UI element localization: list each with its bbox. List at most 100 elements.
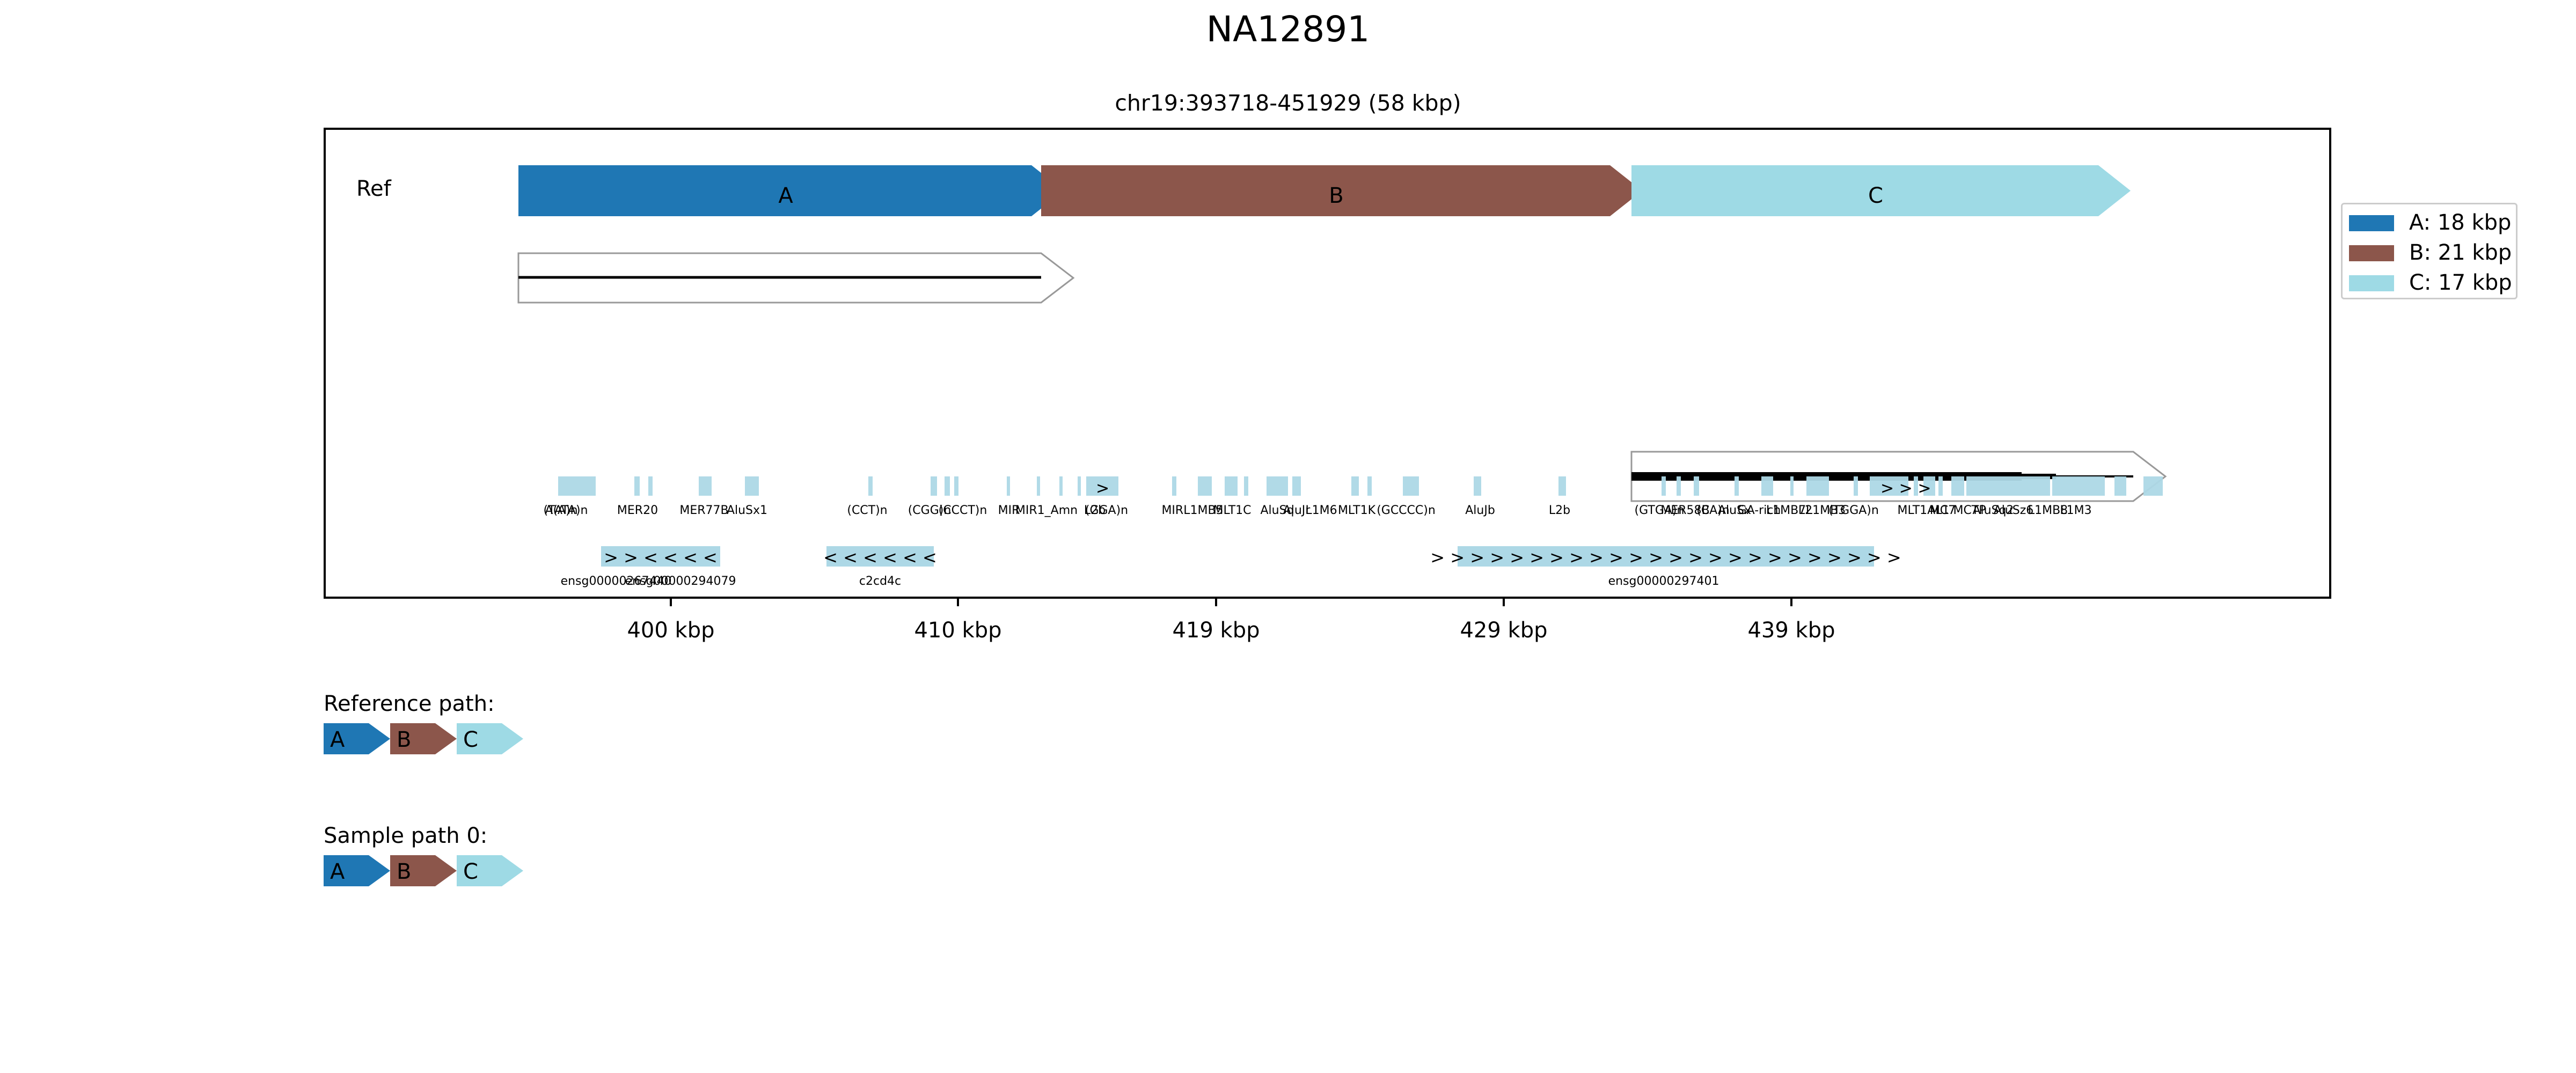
repeat-block-39 [2020,476,2050,496]
repeat-block-7 [945,476,950,496]
repeat-block-14 [1172,476,1176,496]
repeat-label-22: MER58B [1660,504,1709,517]
repeat-label-16: L1M6 [1305,504,1337,517]
plot-title: NA12891 [1206,9,1370,50]
repeat-label-1: (TATA)n [544,504,588,517]
repeat-block-2 [648,476,653,496]
plot-frame [324,128,2331,599]
repeat-label-9: MIR1_Amn [1015,504,1078,517]
x-tick-label-1: 410 kbp [914,618,1002,643]
repeat-label-36: L1M3 [2060,504,2091,517]
repeat-block-36 [1938,476,1943,496]
path0-segment-a [324,723,390,754]
segment-label-b: B [1329,183,1343,208]
repeat-block-19 [1292,476,1301,496]
repeat-block-38 [1966,476,2020,496]
repeat-block-21 [1367,476,1372,496]
repeat-block-28 [1735,476,1739,496]
repeat-label-31: MC7 [1930,504,1956,517]
repeat-block-3 [699,476,712,496]
segment-label-c: C [1868,183,1883,208]
repeat-label-27: L2 [1798,504,1812,517]
repeat-label-19: AluJb [1465,504,1495,517]
repeat-label-29: (TGGA)n [1828,504,1879,517]
repeat-block-25 [1662,476,1666,496]
repeat-block-30 [1790,476,1794,496]
path1-segment-label-a: A [330,859,345,884]
path0-segment-label-a: A [330,727,345,752]
repeat-label-20: L2b [1549,504,1570,517]
repeat-label-0: A(A)n [545,504,577,517]
repeat-label-18: (GCCCC)n [1377,504,1436,517]
repeat-strand-arrow: > [1096,479,1109,498]
x-tick-label-4: 439 kbp [1747,618,1835,643]
segment-arrow-b [1041,165,1642,216]
repeat-label-2: MER20 [617,504,658,517]
gene-label-3: ensg00000297401 [1608,575,1719,588]
repeat-block-10 [1037,476,1040,496]
repeat-block-41 [2114,476,2126,496]
region-subtitle: chr19:393718-451929 (58 kbp) [1115,90,1461,116]
legend-item-b: B: 21 kbp [2349,240,2512,265]
gene-box-2 [826,546,934,567]
repeat-label-13: MLT1C [1213,504,1251,517]
repeat-label-17: MLT1K [1338,504,1376,517]
repeat-block-16 [1225,476,1238,496]
legend-item-a: A: 18 kbp [2349,210,2512,235]
path0-segment-c [457,723,523,754]
legend-swatch-b [2349,245,2394,261]
repeat-block-40 [2052,476,2105,496]
repeat-block-4 [745,476,759,496]
repeat-label-21: (GTGA)n [1635,504,1685,517]
legend-label-a: A: 18 kbp [2409,210,2512,235]
segment-arrow-a [518,165,1064,216]
repeat-block-20 [1351,476,1359,496]
repeat-block-42 [2143,476,2163,496]
gene-strand-0: > > < < < < [604,547,718,568]
x-tick-label-0: 400 kbp [627,618,715,643]
repeat-label-28: L1MB3 [1806,504,1846,517]
gene-box-3 [1458,546,1874,567]
gene-label-1: ensg00000294079 [625,575,736,588]
path1-segment-c [457,855,523,886]
repeat-label-8: MIR [998,504,1020,517]
legend-label-b: B: 21 kbp [2409,240,2512,265]
legend-swatch-a [2349,215,2394,231]
repeat-block-35 [1923,476,1935,496]
legend-label-c: C: 17 kbp [2409,270,2512,295]
x-tick-label-2: 419 kbp [1172,618,1260,643]
repeat-label-15: AluJr [1283,504,1311,517]
repeat-label-3: MER77B [679,504,728,517]
repeat-label-12: MIRL1MB5 [1161,504,1223,517]
repeat-block-22 [1403,476,1419,496]
gene-strand-3: > > > > > > > > > > > > > > > > > > > > … [1430,547,1901,568]
repeat-block-1 [634,476,640,496]
reference-path-label: Reference path: [324,692,495,716]
path0-segment-b [390,723,457,754]
path1-segment-b [390,855,457,886]
repeat-label-25: GA-rich [1738,504,1781,517]
repeat-block-37 [1951,476,1964,496]
repeat-label-14: AluSq [1260,504,1294,517]
repeat-label-23: (CA)n [1696,504,1730,517]
repeat-block-8 [954,476,958,496]
repeat-label-10: L2b [1084,504,1106,517]
repeat-block-23 [1474,476,1481,496]
path1-segment-label-c: C [463,859,478,884]
legend-swatch-c [2349,275,2394,291]
repeat-block-26 [1677,476,1681,496]
repeat-block-32 [1854,476,1858,496]
repeat-block-27 [1694,476,1699,496]
repeat-block-12 [1078,476,1081,496]
gene-label-0: ensg00000267440 [561,575,672,588]
repeat-block-13 [1086,476,1118,496]
repeat-label-32: MCTP [1953,504,1986,517]
repeat-block-24 [1558,476,1566,496]
repeat-label-34: AluSz6 [1994,504,2034,517]
repeat-label-11: (GGA)n [1085,504,1128,517]
repeat-block-0 [558,476,596,496]
sample-path-label: Sample path 0: [324,824,488,848]
gene-label-2: c2cd4c [859,575,901,588]
gene-box-0 [601,546,720,567]
